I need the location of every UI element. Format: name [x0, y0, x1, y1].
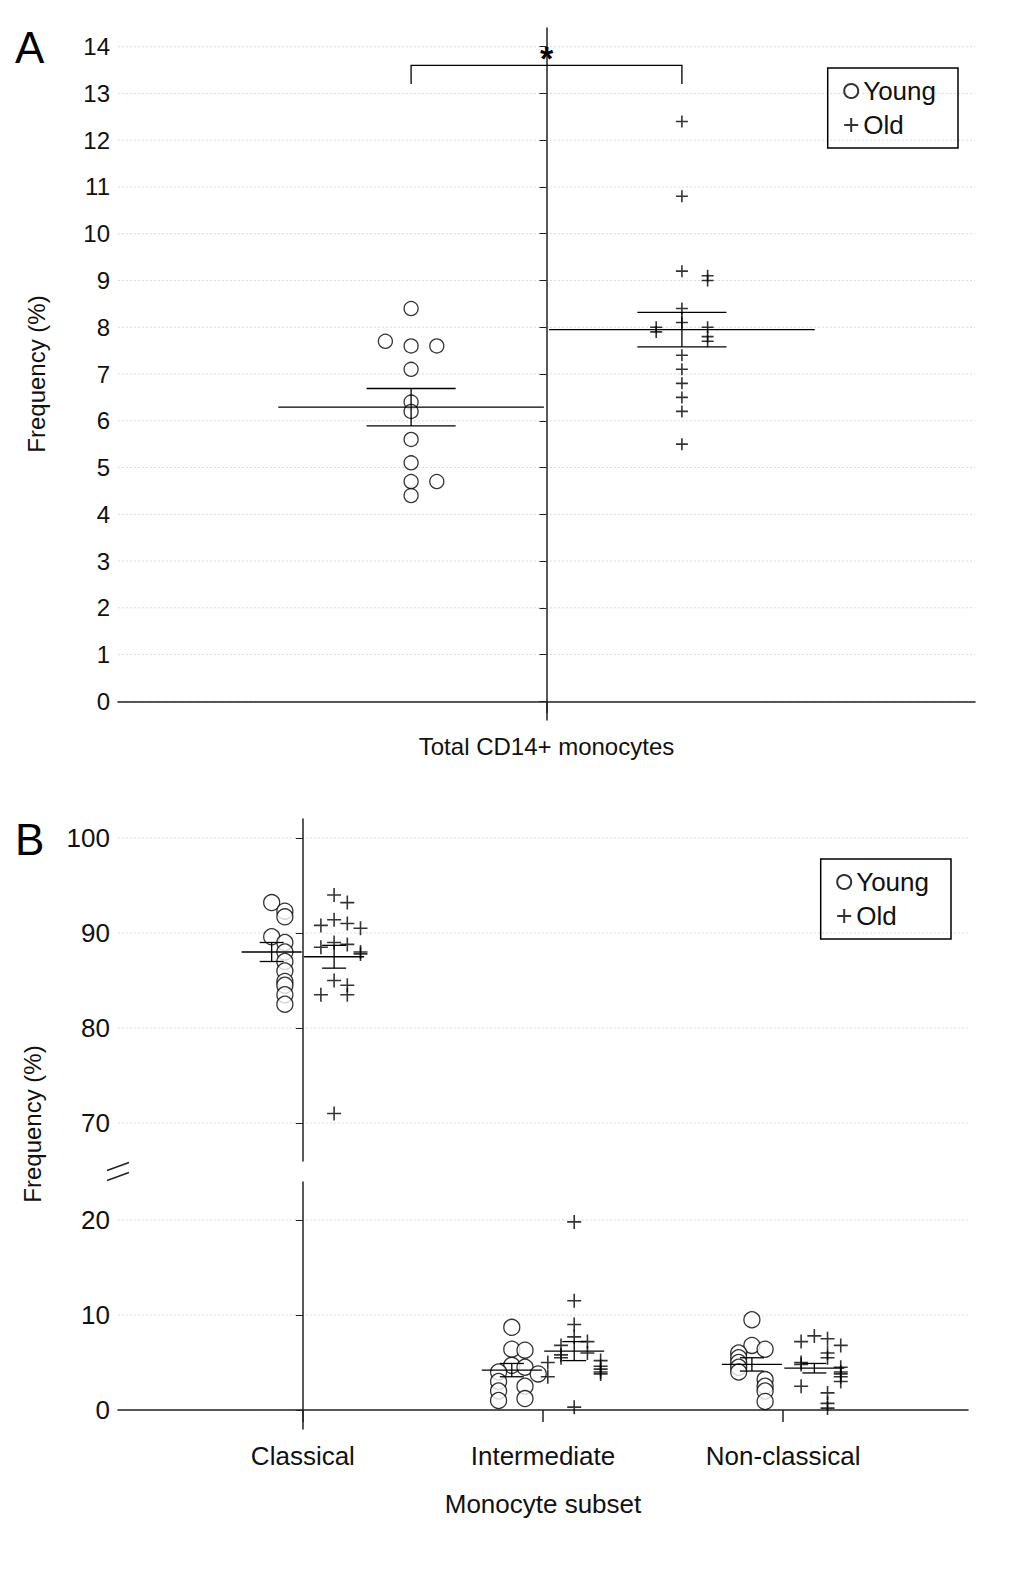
svg-text:Intermediate: Intermediate	[471, 1441, 616, 1471]
svg-text:6: 6	[97, 407, 110, 434]
svg-text:20: 20	[81, 1205, 110, 1235]
svg-text:90: 90	[81, 918, 110, 948]
svg-text:14: 14	[83, 33, 110, 60]
svg-text:70: 70	[81, 1108, 110, 1138]
svg-text:Old: Old	[856, 901, 896, 931]
svg-text:A: A	[15, 23, 45, 72]
svg-text:Non-classical: Non-classical	[706, 1441, 861, 1471]
svg-text:11: 11	[85, 173, 110, 200]
svg-text:Total CD14+ monocytes: Total CD14+ monocytes	[419, 733, 674, 760]
svg-text:0: 0	[97, 688, 110, 715]
svg-text:Monocyte subset: Monocyte subset	[445, 1489, 642, 1519]
svg-text:0: 0	[96, 1395, 110, 1425]
svg-text:12: 12	[83, 127, 110, 154]
svg-text:8: 8	[97, 314, 110, 341]
svg-text:2: 2	[97, 594, 110, 621]
svg-text:10: 10	[83, 220, 110, 247]
svg-text:Young: Young	[863, 76, 936, 106]
svg-text:Young: Young	[856, 867, 929, 897]
svg-text:Classical: Classical	[251, 1441, 355, 1471]
svg-text:10: 10	[81, 1300, 110, 1330]
svg-text:7: 7	[97, 361, 110, 388]
svg-text:*: *	[540, 39, 554, 77]
svg-text:13: 13	[83, 80, 110, 107]
svg-text:100: 100	[67, 823, 110, 853]
svg-text:5: 5	[97, 454, 110, 481]
svg-text:B: B	[15, 815, 44, 864]
svg-text:80: 80	[81, 1013, 110, 1043]
svg-text:Old: Old	[863, 110, 903, 140]
svg-text:3: 3	[97, 548, 110, 575]
svg-text:Frequency (%): Frequency (%)	[19, 1045, 46, 1202]
svg-text:4: 4	[97, 501, 110, 528]
svg-text:Frequency (%): Frequency (%)	[23, 295, 50, 452]
svg-text:9: 9	[97, 267, 110, 294]
svg-text:1: 1	[97, 641, 110, 668]
